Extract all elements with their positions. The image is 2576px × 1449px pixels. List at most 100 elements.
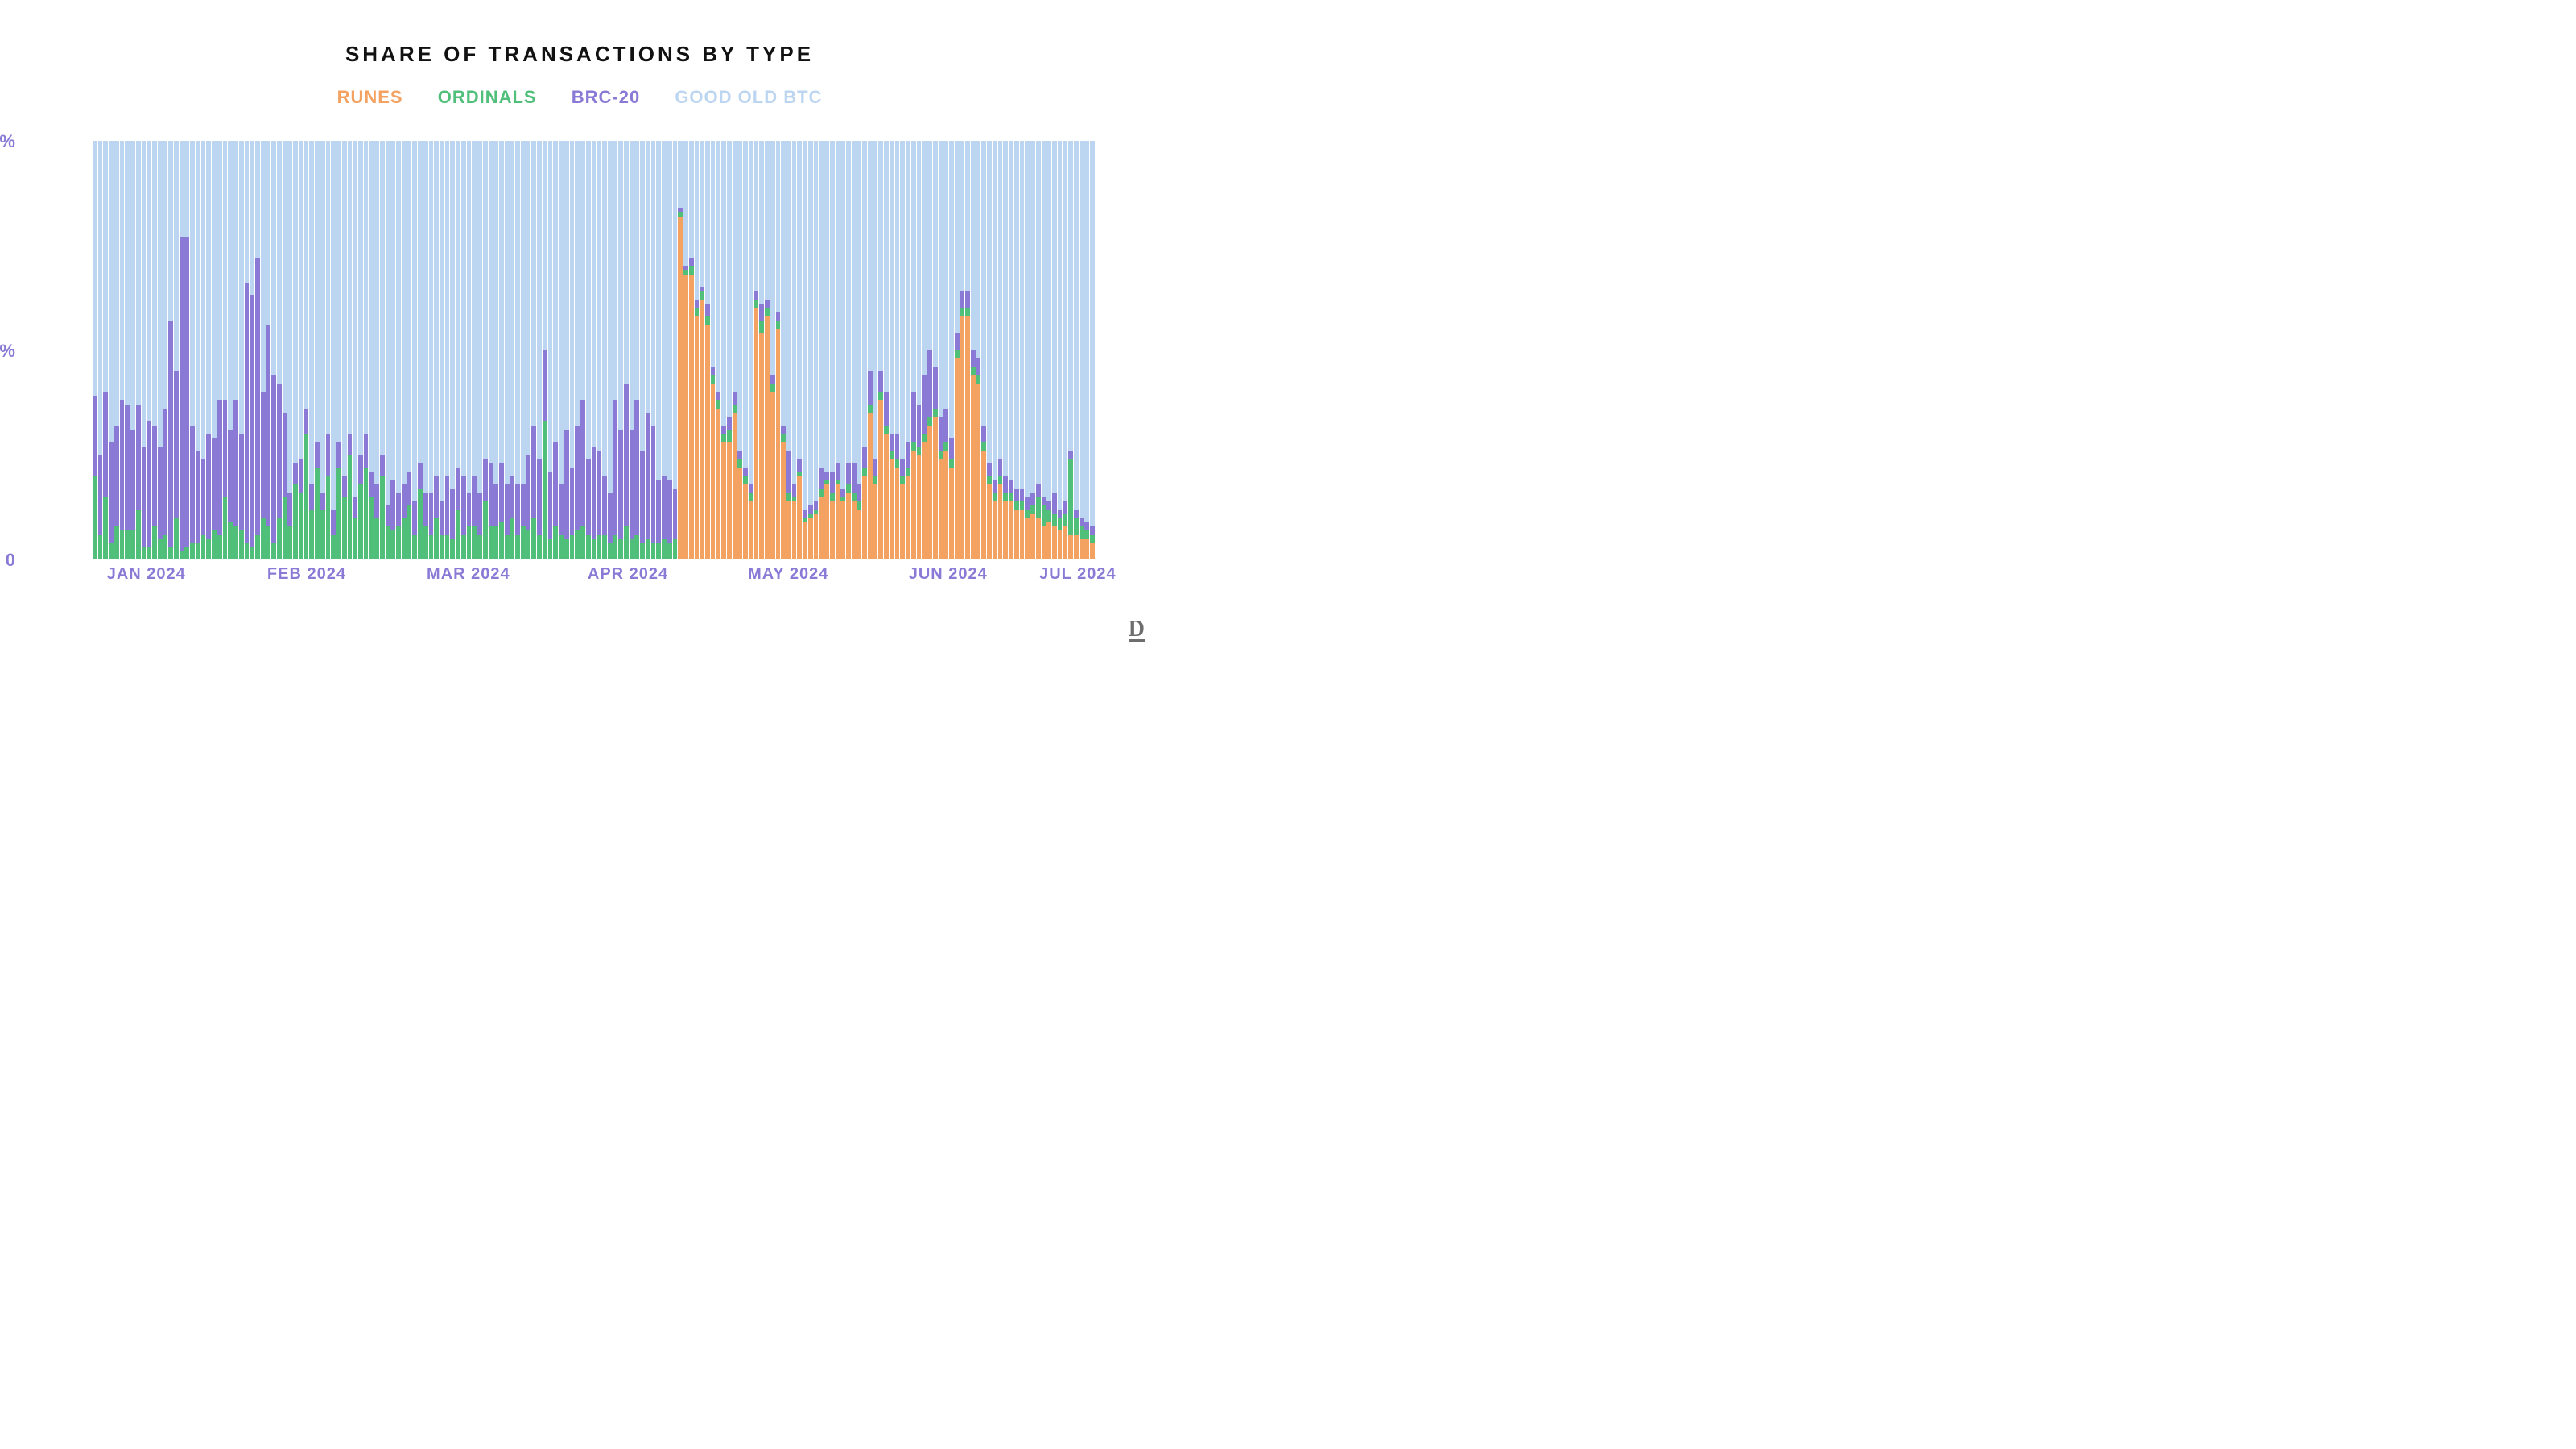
bar-segment xyxy=(1052,493,1057,514)
bar-segment xyxy=(1046,141,1051,501)
bar-segment xyxy=(597,451,601,535)
bar-segment xyxy=(852,493,857,501)
bar-segment xyxy=(293,141,298,463)
bar xyxy=(553,141,558,559)
bar-segment xyxy=(1063,526,1067,559)
bar-segment xyxy=(461,141,466,476)
bar-segment xyxy=(309,141,314,484)
bar-segment xyxy=(564,539,569,559)
bar-segment xyxy=(364,141,369,434)
bar-segment xyxy=(374,518,379,559)
bar-segment xyxy=(369,497,374,559)
bar-segment xyxy=(624,141,629,384)
chart-legend: Runes Ordinals BRC-20 Good Old BTC xyxy=(0,87,1159,108)
bar-segment xyxy=(733,392,737,405)
bar-segment xyxy=(348,434,353,455)
bar-segment xyxy=(803,141,807,510)
bar-segment xyxy=(570,535,575,559)
bar-segment xyxy=(776,312,781,320)
bar-segment xyxy=(727,417,732,430)
x-tick-label: JUN 2024 xyxy=(909,565,988,584)
bar-segment xyxy=(309,484,314,509)
bar-segment xyxy=(1068,535,1073,559)
bar xyxy=(613,141,618,559)
bar-segment xyxy=(884,141,889,392)
bar-segment xyxy=(759,141,764,304)
bar xyxy=(1080,141,1084,559)
bar-segment xyxy=(228,430,233,522)
bar-segment xyxy=(711,375,716,383)
bar-segment xyxy=(640,451,645,543)
bar-segment xyxy=(846,484,851,492)
bar-segment xyxy=(510,476,515,518)
bar xyxy=(673,141,678,559)
bar xyxy=(537,141,542,559)
bar-segment xyxy=(759,333,764,559)
bar-segment xyxy=(683,141,688,266)
bar-segment xyxy=(1025,497,1030,510)
bar-segment xyxy=(667,543,672,559)
bar-segment xyxy=(749,493,753,501)
bar-segment xyxy=(830,141,835,472)
bar xyxy=(364,141,369,559)
bar-segment xyxy=(505,484,510,534)
bar-segment xyxy=(862,468,867,476)
bar-segment xyxy=(981,451,986,559)
bar-segment xyxy=(976,384,981,559)
bar xyxy=(705,141,710,559)
bar-segment xyxy=(597,141,601,451)
bar-segment xyxy=(212,141,217,438)
bar-segment xyxy=(461,476,466,535)
bar-segment xyxy=(1036,518,1041,559)
bar-segment xyxy=(634,400,639,534)
bar-segment xyxy=(553,442,558,526)
bar-segment xyxy=(727,430,732,443)
bar-segment xyxy=(277,518,282,559)
bar-segment xyxy=(597,535,601,559)
bar-segment xyxy=(840,489,845,497)
bar-segment xyxy=(830,493,835,501)
legend-brc20: BRC-20 xyxy=(572,87,640,107)
bar-segment xyxy=(456,468,460,510)
bar xyxy=(737,141,742,559)
bar xyxy=(695,141,700,559)
bar-segment xyxy=(515,484,520,534)
bar-segment xyxy=(331,141,336,510)
bar-segment xyxy=(695,141,700,300)
bar xyxy=(320,141,325,559)
bar xyxy=(939,141,943,559)
bar-segment xyxy=(1009,141,1013,480)
bar xyxy=(548,141,553,559)
bar-segment xyxy=(976,375,981,383)
bar-segment xyxy=(493,484,498,526)
bar-segment xyxy=(114,426,119,526)
bar-segment xyxy=(895,141,900,434)
bar-segment xyxy=(765,300,770,308)
bar xyxy=(895,141,900,559)
bar-segment xyxy=(933,417,938,559)
bar-segment xyxy=(678,141,683,208)
bar-segment xyxy=(1020,489,1025,502)
bar-segment xyxy=(180,237,184,551)
bar xyxy=(353,141,357,559)
bar xyxy=(130,141,135,559)
bar-segment xyxy=(759,321,764,334)
bar-segment xyxy=(353,141,357,497)
bar-segment xyxy=(136,405,141,510)
bar-segment xyxy=(493,141,498,484)
bar-segment xyxy=(537,535,542,559)
bar-segment xyxy=(402,141,407,484)
bar-segment xyxy=(228,522,233,559)
bar-segment xyxy=(933,367,938,409)
bar-segment xyxy=(868,413,873,559)
bar-segment xyxy=(315,442,320,467)
bar xyxy=(1003,141,1008,559)
bar-segment xyxy=(862,141,867,447)
bar-segment xyxy=(412,535,417,559)
bar xyxy=(412,141,417,559)
bar-segment xyxy=(196,141,200,451)
bar-segment xyxy=(640,543,645,559)
bar xyxy=(293,141,298,559)
bar-segment xyxy=(786,493,791,501)
bar-segment xyxy=(943,451,948,559)
